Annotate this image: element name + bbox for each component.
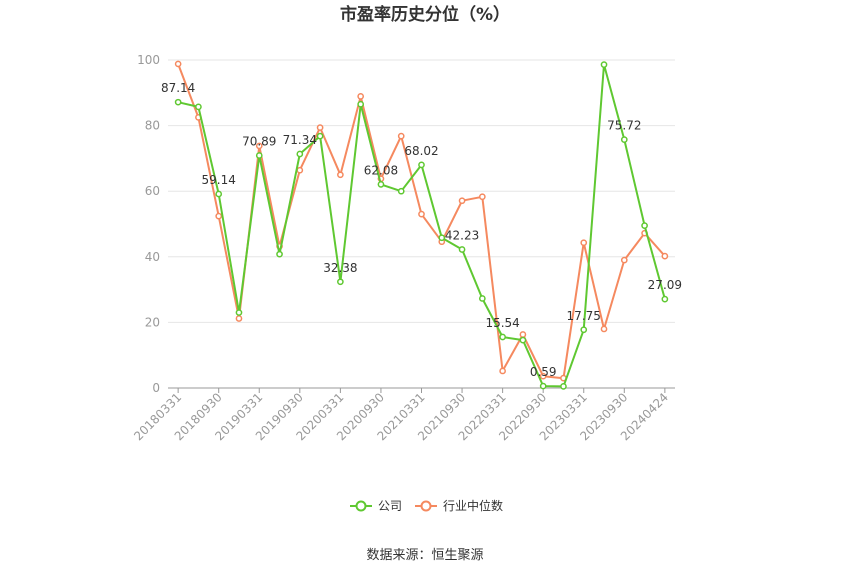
- data-point: [620, 256, 628, 264]
- data-label: 70.89: [242, 134, 276, 148]
- data-point: [357, 100, 365, 108]
- data-point: [499, 333, 506, 341]
- data-point: [478, 193, 486, 201]
- legend-item-company[interactable]: 公司: [350, 499, 402, 513]
- data-point: [276, 250, 283, 258]
- legend-label: 行业中位数: [443, 498, 503, 513]
- data-labels: 87.14 59.14 70.89 71.34 32.38 62.08 68.02 42.23…: [161, 81, 682, 379]
- data-point: [195, 103, 202, 111]
- data-point: [316, 132, 324, 140]
- data-point: [296, 166, 304, 174]
- data-point: [458, 246, 466, 253]
- data-point: [316, 124, 324, 131]
- y-tick-label: 40: [145, 250, 160, 264]
- data-point: [337, 278, 344, 286]
- data-point: [539, 372, 547, 380]
- data-point: [337, 171, 344, 179]
- source-note: 数据来源：恒生聚源: [366, 548, 483, 563]
- series-company: [174, 61, 669, 390]
- data-point: [397, 187, 405, 195]
- data-point: [255, 152, 263, 159]
- data-label: 17.75: [567, 309, 601, 323]
- data-point: [580, 326, 588, 334]
- data-label: 27.09: [648, 278, 682, 292]
- data-point: [215, 190, 223, 198]
- legend-label: 公司: [378, 499, 402, 513]
- data-point: [641, 222, 648, 229]
- data-point: [560, 383, 567, 390]
- data-label: 71.34: [283, 133, 317, 147]
- x-axis: 2018033120180930201903312019093020200331…: [131, 387, 675, 443]
- data-point: [499, 367, 506, 375]
- data-point: [519, 336, 527, 344]
- legend-item-industry-median[interactable]: 行业中位数: [415, 498, 503, 513]
- data-point: [600, 325, 608, 333]
- data-label: 42.23: [445, 228, 479, 242]
- legend-marker: [355, 500, 367, 512]
- y-axis-ticks: 0 20 40 60 80 100: [137, 53, 160, 395]
- legend-marker: [420, 500, 432, 512]
- y-tick-label: 20: [145, 315, 160, 329]
- data-label: 62.08: [364, 163, 398, 177]
- y-tick-label: 80: [145, 119, 160, 133]
- data-point: [600, 61, 608, 68]
- data-point: [377, 181, 385, 188]
- data-point: [539, 382, 547, 390]
- data-label: 87.14: [161, 81, 195, 95]
- series-layer: [174, 60, 669, 390]
- data-label: 0.59: [530, 365, 557, 379]
- data-point: [418, 161, 425, 169]
- data-point: [438, 234, 446, 242]
- data-point: [519, 331, 527, 338]
- data-label: 59.14: [202, 173, 236, 187]
- legend[interactable]: 公司 行业中位数: [350, 498, 503, 513]
- data-point: [296, 150, 304, 158]
- chart-title: 市盈率历史分位（%）: [340, 4, 510, 25]
- data-point: [458, 197, 466, 205]
- data-point: [397, 132, 405, 140]
- data-point: [661, 252, 669, 260]
- data-point: [478, 295, 486, 302]
- data-label: 68.02: [404, 144, 438, 158]
- data-point: [255, 142, 263, 150]
- data-point: [661, 295, 669, 303]
- y-tick-label: 60: [145, 184, 160, 198]
- series-line: [177, 63, 666, 388]
- data-point: [357, 93, 365, 100]
- data-point: [620, 136, 628, 143]
- data-point: [235, 309, 243, 316]
- data-label: 15.54: [485, 316, 519, 330]
- data-point: [174, 60, 182, 68]
- data-label: 75.72: [607, 119, 641, 133]
- data-point: [418, 210, 425, 218]
- data-point: [235, 315, 243, 322]
- data-point: [215, 212, 223, 220]
- grid-lines: [168, 59, 675, 323]
- data-point: [174, 98, 182, 106]
- series-industry-median: [174, 60, 669, 382]
- y-tick-label: 0: [152, 381, 160, 395]
- data-point: [580, 239, 588, 247]
- y-tick-label: 100: [137, 53, 160, 67]
- data-label: 32.38: [323, 261, 357, 275]
